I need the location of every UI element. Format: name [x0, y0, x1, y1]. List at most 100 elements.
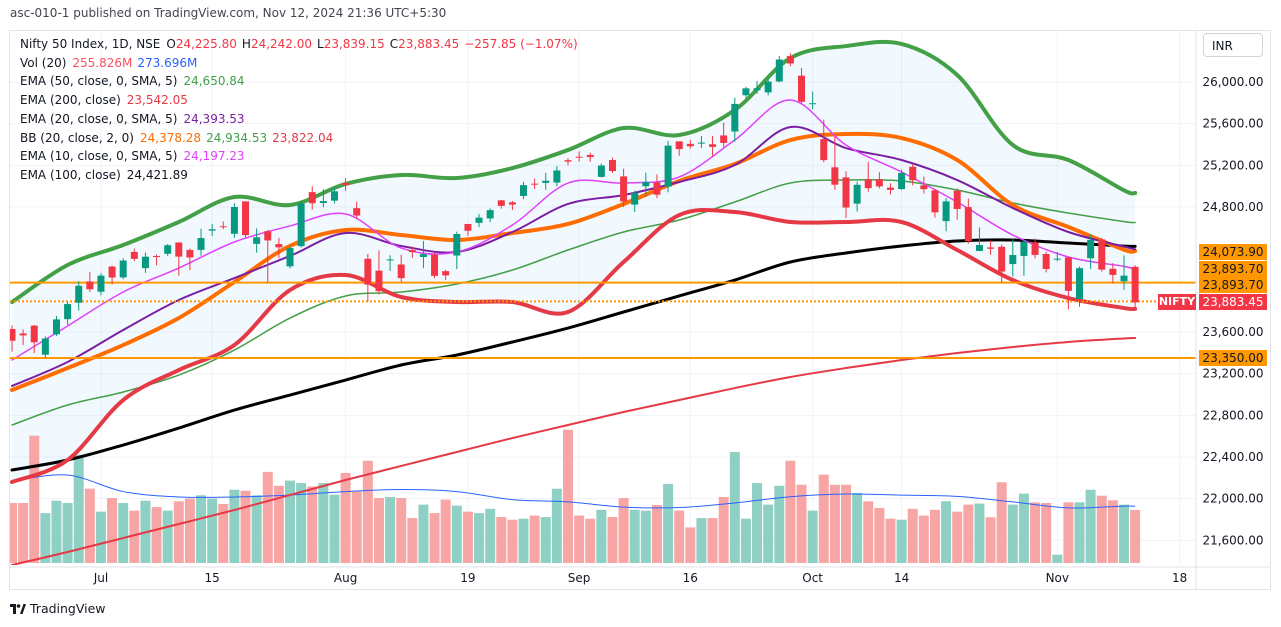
volume-bar: [496, 517, 507, 563]
volume-bar: [429, 513, 440, 563]
candle-body: [208, 229, 216, 231]
candle: [275, 237, 283, 259]
volume-bar: [785, 460, 796, 563]
time-axis-label: 15: [205, 571, 220, 585]
candle: [620, 168, 628, 207]
candle-body: [64, 304, 72, 320]
candle: [97, 273, 105, 296]
candle-body: [820, 139, 828, 161]
candle: [864, 161, 872, 192]
volume-bar: [329, 494, 340, 563]
chart-frame: [9, 30, 1271, 590]
price-label-line-3: 23,893.70: [1199, 277, 1267, 293]
legend-symbol-row[interactable]: Nifty 50 Index, 1D, NSE O24,225.80 H24,242…: [20, 35, 583, 54]
candle: [230, 203, 238, 238]
candle: [453, 231, 461, 270]
volume-label: Vol (20): [20, 55, 67, 70]
volume-bar: [763, 504, 774, 563]
candle: [575, 151, 583, 162]
candle-body: [809, 103, 817, 105]
volume-bar: [10, 502, 17, 563]
candle-body: [1131, 266, 1139, 303]
candle: [419, 241, 427, 269]
candle-body: [875, 179, 883, 187]
candle-body: [453, 233, 461, 256]
legend-ema20-row[interactable]: EMA (20, close, 0, SMA, 5) 24,393.53: [20, 110, 583, 129]
candle-body: [942, 201, 950, 222]
volume-bar: [307, 486, 318, 563]
brand-name: TradingView: [30, 601, 106, 616]
candle: [208, 224, 216, 236]
legend-volume-row[interactable]: Vol (20) 255.826M 273.696M: [20, 54, 583, 73]
price-axis-tick: 22,800.00: [1202, 408, 1263, 422]
volume-bar: [852, 493, 863, 563]
candle: [553, 166, 561, 187]
candle-body: [364, 258, 372, 285]
volume-bar: [952, 511, 963, 563]
candle: [130, 248, 138, 262]
volume-ma-line: [11, 474, 1136, 509]
volume-bar: [474, 513, 485, 563]
volume-bar: [18, 502, 29, 563]
legend-ema100-row[interactable]: EMA (100, close) 24,421.89: [20, 166, 583, 185]
candle-body: [319, 201, 327, 203]
volume-bar: [173, 501, 184, 563]
price-axis-tick: 23,200.00: [1202, 367, 1263, 381]
candle: [586, 152, 594, 162]
volume-bar: [84, 488, 95, 563]
candle: [775, 55, 783, 83]
candle-body: [41, 338, 49, 355]
candle: [30, 324, 38, 354]
candle: [10, 325, 16, 352]
candle: [608, 157, 616, 173]
ema200-line: [11, 337, 1137, 565]
volume-bar: [574, 515, 585, 563]
candle-body: [931, 190, 939, 213]
candle: [75, 281, 83, 311]
legend-ema200-row[interactable]: EMA (200, close) 23,542.05: [20, 91, 583, 110]
time-axis-label: Nov: [1046, 571, 1069, 585]
candle: [531, 178, 539, 189]
volume-bar: [963, 504, 974, 563]
candle-body: [553, 170, 561, 183]
candle-body: [853, 184, 861, 204]
candle-body: [497, 200, 505, 206]
volume-bar: [351, 491, 362, 563]
candle-body: [1120, 275, 1128, 282]
candle: [953, 188, 961, 220]
volume-bar: [718, 496, 729, 563]
volume-bar: [240, 490, 251, 563]
volume-bar: [184, 498, 195, 563]
candle: [1120, 255, 1128, 290]
candle-body: [1020, 241, 1028, 257]
volume-bar: [585, 518, 596, 563]
candle-body: [408, 250, 416, 253]
legend-bb-row[interactable]: BB (20, close, 2, 0) 24,378.28 24,934.53 23…: [20, 129, 583, 148]
candle-body: [686, 143, 694, 147]
volume-bar: [51, 500, 62, 563]
candle: [219, 221, 227, 230]
candle-body: [108, 266, 116, 278]
tradingview-logo[interactable]: TradingView: [10, 601, 106, 616]
candle: [520, 181, 528, 200]
candle-body: [10, 328, 16, 341]
candle-body: [998, 246, 1006, 272]
volume-bar: [685, 527, 696, 563]
candle-body: [264, 231, 272, 241]
bb-basis-value: 24,378.28: [139, 130, 202, 145]
candle-body: [653, 182, 661, 195]
legend-ema50-row[interactable]: EMA (50, close, 0, SMA, 5) 24,650.84: [20, 72, 583, 91]
candle-body: [531, 183, 539, 185]
volume-bar: [974, 503, 985, 563]
volume-bar: [407, 518, 418, 563]
volume-bar: [651, 505, 662, 563]
currency-button[interactable]: INR: [1203, 33, 1263, 57]
candle: [564, 158, 572, 166]
ema10-label: EMA (10, close, 0, SMA, 5): [20, 149, 178, 164]
legend-ema10-row[interactable]: EMA (10, close, 0, SMA, 5) 24,197.23: [20, 147, 583, 166]
volume-bar: [507, 519, 518, 563]
ema200-label: EMA (200, close): [20, 93, 121, 108]
candle-body: [731, 103, 739, 132]
candle: [1020, 239, 1028, 276]
